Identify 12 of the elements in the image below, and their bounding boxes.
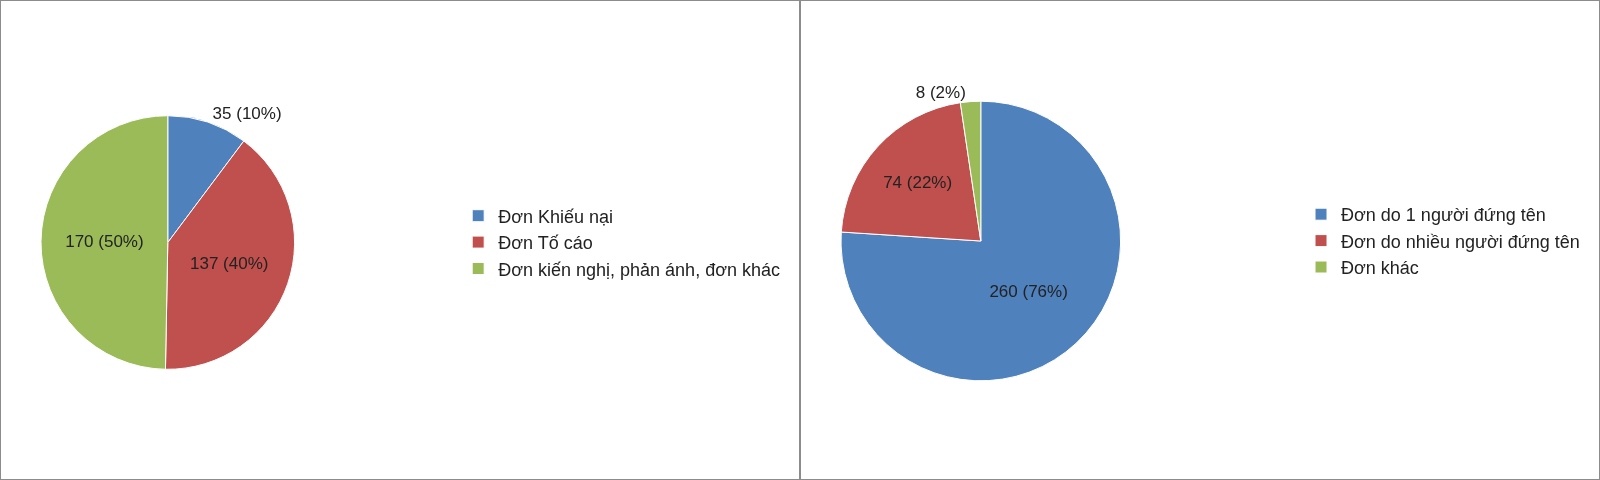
legend-label: Đơn do 1 người đứng tên (1341, 205, 1546, 226)
legend-label: Đơn Khiếu nại (498, 206, 614, 227)
data-label: 35 (10%) (212, 104, 282, 124)
data-label: 8 (2%) (915, 82, 966, 102)
legend-label: Đơn khác (1341, 258, 1419, 279)
data-label: 170 (50%) (65, 232, 144, 252)
legend-label: Đơn Tố cáo (498, 233, 593, 254)
data-label: 74 (22%) (883, 173, 953, 193)
legend-label: Đơn do nhiều người đứng tên (1341, 231, 1580, 252)
legend-label: Đơn kiến nghị, phản ánh, đơn khác (498, 259, 780, 280)
data-label: 137 (40%) (190, 254, 269, 274)
data-label: 260 (76%) (989, 282, 1068, 302)
